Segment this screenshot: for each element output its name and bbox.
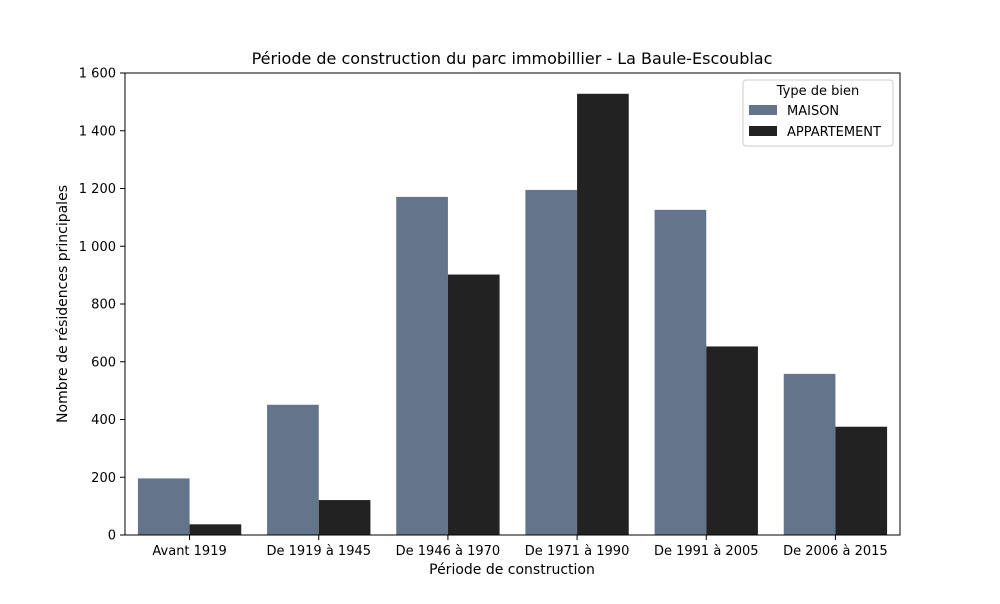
x-tick-label: De 1991 à 2005 xyxy=(654,544,759,559)
bar-maison-5 xyxy=(783,373,836,535)
bar-appartement-1 xyxy=(318,500,371,535)
bar-maison-3 xyxy=(525,189,578,535)
legend-swatch-maison xyxy=(749,105,777,115)
y-tick-label: 800 xyxy=(91,298,116,313)
legend: Type de bien MAISON APPARTEMENT xyxy=(742,79,894,147)
legend-title: Type de bien xyxy=(776,84,859,99)
bar-maison-2 xyxy=(396,196,448,535)
y-tick-label: 1 000 xyxy=(79,240,116,255)
bar-appartement-5 xyxy=(835,426,888,535)
x-tick-label: De 1946 à 1970 xyxy=(396,544,501,559)
x-tick-label: De 1919 à 1945 xyxy=(266,544,371,559)
y-tick-label: 400 xyxy=(91,413,116,428)
bar-appartement-0 xyxy=(189,524,242,535)
bars-layer xyxy=(137,93,888,535)
x-axis-label: Période de construction xyxy=(429,562,595,578)
chart-title: Période de construction du parc immobill… xyxy=(252,49,773,68)
legend-swatch-appartement xyxy=(749,126,777,136)
y-axis-label: Nombre de résidences principales xyxy=(55,185,71,423)
bar-maison-0 xyxy=(137,478,190,535)
bar-maison-1 xyxy=(267,404,319,535)
legend-label-appartement: APPARTEMENT xyxy=(787,125,881,140)
y-tick-label: 600 xyxy=(91,355,116,370)
y-tick-label: 1 200 xyxy=(79,182,116,197)
y-tick-label: 0 xyxy=(108,529,116,544)
x-tick-label: Avant 1919 xyxy=(152,544,226,559)
bar-appartement-4 xyxy=(706,346,758,535)
bar-appartement-3 xyxy=(577,93,629,535)
y-tick-label: 200 xyxy=(91,471,116,486)
legend-box xyxy=(742,79,894,147)
y-tick-label: 1 600 xyxy=(79,67,116,82)
bar-maison-4 xyxy=(654,209,707,535)
legend-label-maison: MAISON xyxy=(787,104,839,119)
y-tick-label: 1 400 xyxy=(79,124,116,139)
x-tick-label: De 2006 à 2015 xyxy=(783,544,888,559)
bar-appartement-2 xyxy=(447,274,500,535)
x-tick-label: De 1971 à 1990 xyxy=(525,544,630,559)
axes-layer: 0 200 400 600 800 1 000 1 200 1 400 1 600 Avant 1… xyxy=(79,67,901,559)
